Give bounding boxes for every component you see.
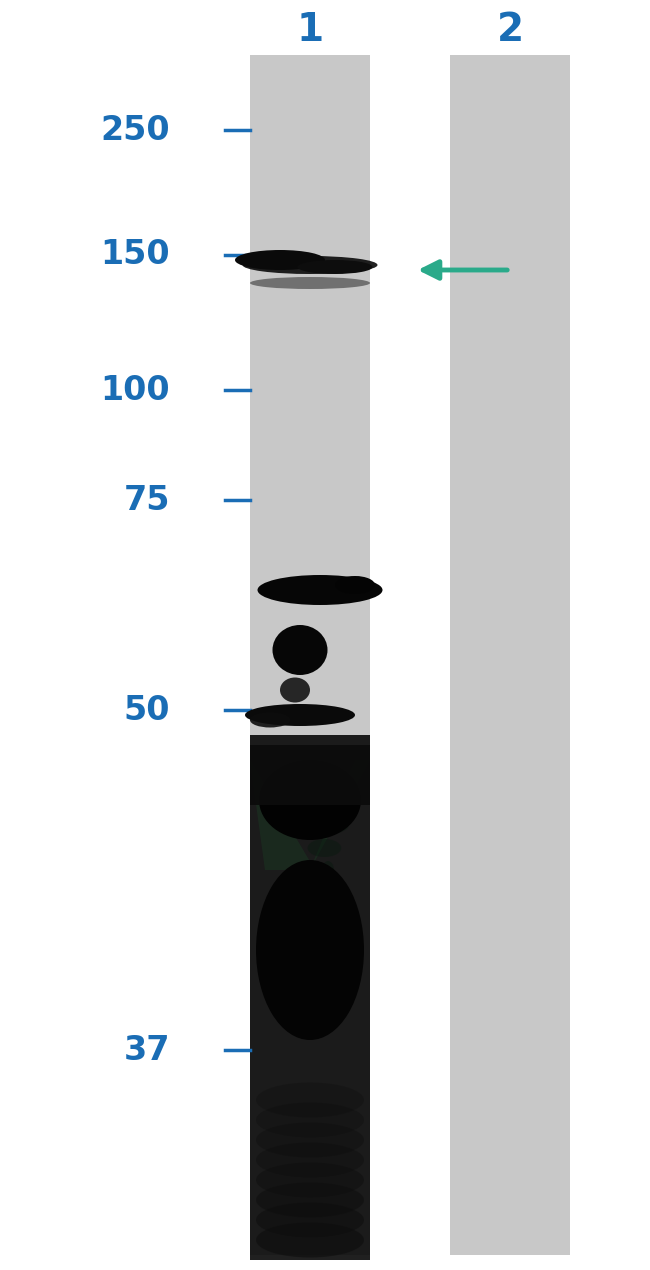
- Ellipse shape: [256, 1182, 364, 1218]
- Ellipse shape: [256, 1102, 364, 1138]
- Text: 100: 100: [100, 373, 170, 406]
- Bar: [450, 55, 570, 1255]
- Ellipse shape: [242, 257, 378, 274]
- Ellipse shape: [250, 751, 370, 770]
- Text: 37: 37: [124, 1034, 170, 1067]
- Ellipse shape: [257, 575, 382, 605]
- Bar: [250, 55, 370, 1255]
- Ellipse shape: [245, 704, 355, 726]
- Ellipse shape: [259, 759, 361, 839]
- Ellipse shape: [256, 1082, 364, 1118]
- Ellipse shape: [256, 1143, 364, 1177]
- Ellipse shape: [250, 277, 370, 290]
- Text: 75: 75: [124, 484, 170, 517]
- Ellipse shape: [235, 250, 325, 271]
- Bar: [250, 745, 370, 805]
- Ellipse shape: [335, 577, 375, 594]
- Polygon shape: [310, 759, 370, 870]
- Polygon shape: [250, 759, 315, 870]
- Ellipse shape: [256, 1123, 364, 1157]
- Ellipse shape: [256, 1162, 364, 1198]
- Ellipse shape: [293, 817, 348, 834]
- Ellipse shape: [256, 1223, 364, 1257]
- Text: 50: 50: [124, 693, 170, 726]
- Ellipse shape: [307, 839, 341, 857]
- Bar: [250, 735, 370, 1260]
- Ellipse shape: [256, 860, 364, 1040]
- Text: 2: 2: [497, 11, 523, 50]
- Ellipse shape: [322, 861, 334, 879]
- Text: 1: 1: [296, 11, 324, 50]
- Text: 150: 150: [100, 239, 170, 272]
- Ellipse shape: [279, 795, 356, 813]
- Ellipse shape: [265, 773, 363, 791]
- Ellipse shape: [272, 625, 328, 674]
- Ellipse shape: [256, 1203, 364, 1237]
- Ellipse shape: [250, 712, 290, 728]
- Text: 250: 250: [100, 113, 170, 146]
- Ellipse shape: [298, 260, 372, 274]
- Ellipse shape: [280, 677, 310, 702]
